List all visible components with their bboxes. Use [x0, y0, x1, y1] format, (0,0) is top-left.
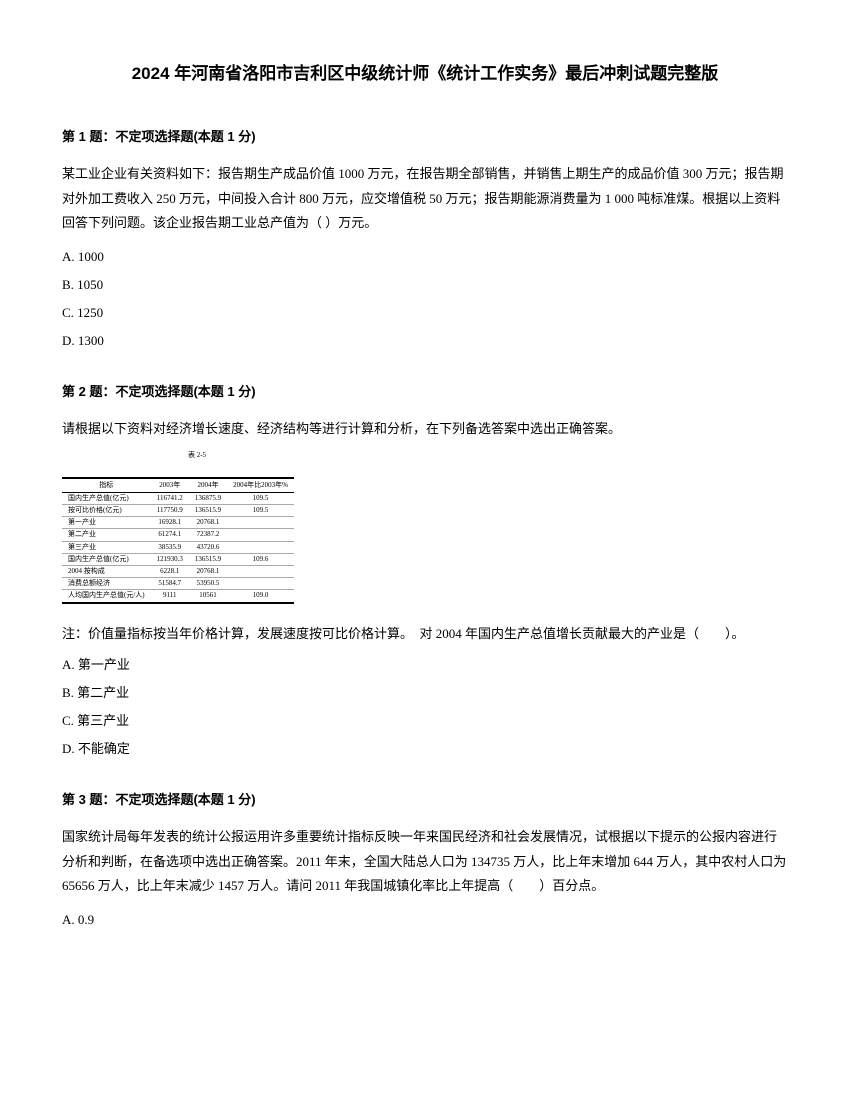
table-cell: 人均国内生产总值(元/人)	[62, 590, 151, 603]
table-row: 第一产业16928.120768.1	[62, 517, 294, 529]
table-cell: 消费总额经济	[62, 578, 151, 590]
table-cell: 第一产业	[62, 517, 151, 529]
q3-header: 第 3 题：不定项选择题(本题 1 分)	[62, 790, 788, 811]
table-row: 2004 按构成6228.120768.1	[62, 566, 294, 578]
table-cell: 按可比价格(亿元)	[62, 505, 151, 517]
table-cell: 20768.1	[189, 566, 227, 578]
table-cell: 109.0	[227, 590, 294, 603]
table-cell: 2004 按构成	[62, 566, 151, 578]
q2-header: 第 2 题：不定项选择题(本题 1 分)	[62, 382, 788, 403]
table-cell: 9111	[151, 590, 189, 603]
table-header: 2004年比2003年%	[227, 478, 294, 493]
q2-table-wrapper: 表 2-5 指标 2003年 2004年 2004年比2003年% 国内生产总值…	[62, 450, 332, 604]
table-cell: 第三产业	[62, 541, 151, 553]
table-cell	[227, 566, 294, 578]
table-cell: 72387.2	[189, 529, 227, 541]
q1-option-d: D. 1300	[62, 328, 788, 354]
q1-option-b: B. 1050	[62, 272, 788, 298]
table-row: 消费总额经济51584.753950.5	[62, 578, 294, 590]
table-cell: 121930.3	[151, 553, 189, 565]
table-row: 国内生产总值(亿元)116741.2136875.9109.5	[62, 492, 294, 504]
table-cell: 国内生产总值(亿元)	[62, 492, 151, 504]
table-cell	[227, 541, 294, 553]
table-cell: 136875.9	[189, 492, 227, 504]
table-cell: 109.5	[227, 492, 294, 504]
table-cell: 109.5	[227, 505, 294, 517]
q1-option-a: A. 1000	[62, 244, 788, 270]
q2-option-a: A. 第一产业	[62, 652, 788, 678]
table-row: 按可比价格(亿元)117750.9136515.9109.5	[62, 505, 294, 517]
q2-note: 注：价值量指标按当年价格计算，发展速度按可比价格计算。 对 2004 年国内生产…	[62, 622, 788, 647]
table-header: 2003年	[151, 478, 189, 493]
table-cell: 136515.9	[189, 505, 227, 517]
table-header-row: 指标 2003年 2004年 2004年比2003年%	[62, 478, 294, 493]
q1-option-c: C. 1250	[62, 300, 788, 326]
q2-option-b: B. 第二产业	[62, 680, 788, 706]
table-cell: 61274.1	[151, 529, 189, 541]
table-cell: 6228.1	[151, 566, 189, 578]
table-cell: 43720.6	[189, 541, 227, 553]
q2-option-c: C. 第三产业	[62, 708, 788, 734]
table-cell: 国内生产总值(亿元)	[62, 553, 151, 565]
q1-body: 某工业企业有关资料如下：报告期生产成品价值 1000 万元，在报告期全部销售，并…	[62, 162, 788, 236]
table-cell: 117750.9	[151, 505, 189, 517]
table-cell: 53950.5	[189, 578, 227, 590]
q1-header: 第 1 题：不定项选择题(本题 1 分)	[62, 127, 788, 148]
q2-data-table: 指标 2003年 2004年 2004年比2003年% 国内生产总值(亿元)11…	[62, 477, 294, 604]
table-row: 国内生产总值(亿元)121930.3136515.9109.6	[62, 553, 294, 565]
table-cell: 109.6	[227, 553, 294, 565]
table-cell: 51584.7	[151, 578, 189, 590]
table-header: 2004年	[189, 478, 227, 493]
table-row: 第二产业61274.172387.2	[62, 529, 294, 541]
table-cell: 16928.1	[151, 517, 189, 529]
table-cell	[227, 578, 294, 590]
table-cell: 136515.9	[189, 553, 227, 565]
q3-option-a: A. 0.9	[62, 907, 788, 933]
table-header: 指标	[62, 478, 151, 493]
table-cell: 10561	[189, 590, 227, 603]
q2-table-caption: 表 2-5	[62, 450, 332, 461]
table-cell	[227, 517, 294, 529]
table-row: 人均国内生产总值(元/人)911110561109.0	[62, 590, 294, 603]
document-title: 2024 年河南省洛阳市吉利区中级统计师《统计工作实务》最后冲刺试题完整版	[62, 60, 788, 87]
table-cell: 20768.1	[189, 517, 227, 529]
q2-body: 请根据以下资料对经济增长速度、经济结构等进行计算和分析，在下列备选答案中选出正确…	[62, 417, 788, 442]
table-row: 第三产业38535.943720.6	[62, 541, 294, 553]
table-cell	[227, 529, 294, 541]
q3-body: 国家统计局每年发表的统计公报运用许多重要统计指标反映一年来国民经济和社会发展情况…	[62, 825, 788, 899]
table-cell: 38535.9	[151, 541, 189, 553]
q2-option-d: D. 不能确定	[62, 736, 788, 762]
table-cell: 116741.2	[151, 492, 189, 504]
table-cell: 第二产业	[62, 529, 151, 541]
